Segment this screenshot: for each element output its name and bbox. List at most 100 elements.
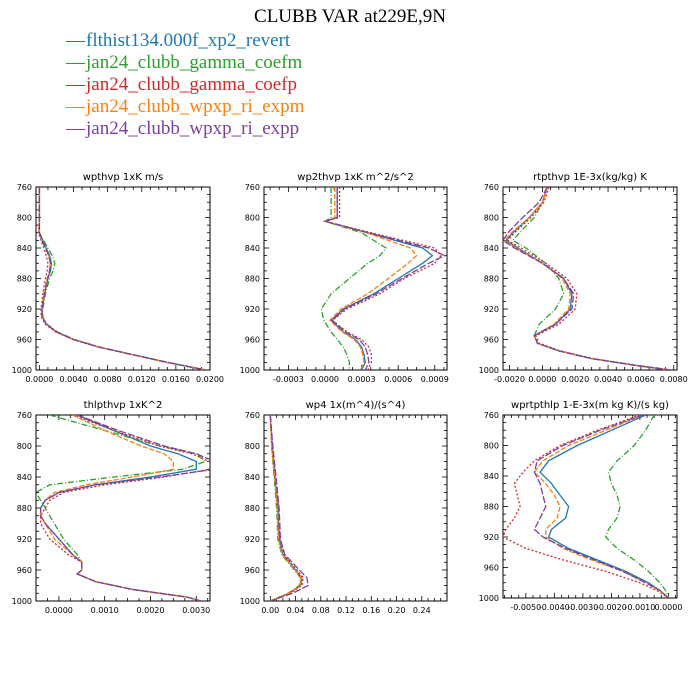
y-tick-label: 880 — [17, 504, 32, 513]
x-tick-label: -0.0050 — [510, 603, 541, 612]
series-line — [38, 187, 206, 370]
panel-title: wpthvp 1xK m/s — [83, 172, 164, 183]
series-line — [38, 187, 206, 370]
y-tick-label: 760 — [17, 411, 32, 420]
series-line — [269, 415, 302, 601]
x-tick-label: 0.0030 — [182, 606, 210, 615]
legend-entry: —jan24_clubb_gamma_coefp — [66, 74, 304, 96]
series-line — [39, 415, 201, 601]
y-tick-label: 920 — [245, 305, 260, 314]
panel-title: rtpthvp 1E-3x(kg/kg) K — [533, 172, 647, 183]
legend-label: jan24_clubb_wpxp_ri_expp — [86, 118, 300, 139]
y-tick-label: 920 — [17, 535, 32, 544]
plot-frame — [263, 414, 448, 602]
y-tick-label: 920 — [484, 533, 499, 542]
series-line — [539, 415, 669, 598]
chart-panel: wpthvp 1xK m/s76080084088092096010000.00… — [12, 172, 224, 384]
legend-entry: —flthist134.000f_xp2_revert — [66, 30, 304, 52]
series-line — [39, 415, 210, 601]
x-tick-label: 0.0040 — [60, 375, 88, 384]
y-tick-label: 960 — [245, 566, 260, 575]
x-tick-label: -0.0020 — [494, 375, 525, 384]
chart-panel: wp2thvp 1xK m^2/s^2 760 800 840 880 920 960 100… — [240, 172, 449, 384]
y-tick-label: 1000 — [12, 366, 32, 375]
x-tick-label: 0.0000 — [311, 375, 339, 384]
y-tick-label: 760 — [17, 183, 32, 192]
legend-swatch: — — [66, 118, 85, 139]
x-tick-label: 0.0160 — [162, 375, 190, 384]
y-tick-label: 960 — [17, 566, 32, 575]
y-tick-label: 960 — [484, 336, 499, 345]
x-tick-label: 0.0200 — [196, 375, 224, 384]
series-line — [505, 187, 671, 370]
legend-label: flthist134.000f_xp2_revert — [86, 30, 291, 51]
x-tick-label: 0.0020 — [561, 375, 589, 384]
y-tick-label: 840 — [17, 473, 32, 482]
y-tick-label: 960 — [245, 336, 260, 345]
series-line — [269, 415, 302, 601]
chart-panel: thlpthvp 1xK^2 760 800 840 880 920 960 1000 0.00… — [12, 400, 211, 615]
x-tick-label: 0.0040 — [594, 375, 622, 384]
x-tick-label: -0.0030 — [567, 603, 598, 612]
x-tick-label: -0.0040 — [539, 603, 570, 612]
x-tick-label: 0.0000 — [25, 375, 53, 384]
panel-title: wprtpthlp 1-E-3x(m kg K)/(s kg) — [511, 400, 669, 411]
series-line — [38, 187, 207, 370]
x-tick-label: 0.0000 — [45, 606, 73, 615]
series-line — [320, 187, 387, 370]
y-tick-label: 880 — [245, 504, 260, 513]
y-tick-label: 800 — [17, 442, 32, 451]
y-tick-label: 760 — [484, 411, 499, 420]
x-tick-label: 0.0080 — [94, 375, 122, 384]
series-line — [503, 187, 671, 370]
plot-frame — [35, 414, 211, 602]
y-tick-label: 1000 — [12, 597, 32, 606]
series-line — [36, 415, 207, 601]
y-tick-label: 760 — [245, 183, 260, 192]
x-tick-label: -0.0003 — [273, 375, 304, 384]
x-tick-label: 0.16 — [362, 606, 380, 615]
series-line — [503, 187, 671, 370]
y-tick-label: 760 — [245, 411, 260, 420]
series-line — [506, 187, 673, 370]
legend: —flthist134.000f_xp2_revert —jan24_clubb… — [66, 30, 304, 140]
y-tick-label: 800 — [484, 442, 499, 451]
y-tick-label: 800 — [245, 442, 260, 451]
y-tick-label: 800 — [17, 214, 32, 223]
y-tick-label: 840 — [17, 244, 32, 253]
y-tick-label: 840 — [484, 244, 499, 253]
y-tick-label: 840 — [245, 473, 260, 482]
x-tick-label: -0.0020 — [596, 603, 627, 612]
figure-title: CLUBB VAR at229E,9N — [254, 6, 446, 27]
y-tick-label: 1000 — [479, 366, 499, 375]
series-line — [322, 187, 418, 370]
series-line — [38, 187, 206, 370]
y-tick-label: 880 — [17, 275, 32, 284]
y-tick-label: 1000 — [240, 366, 260, 375]
panel-title: wp2thvp 1xK m^2/s^2 — [297, 172, 413, 183]
legend-swatch: — — [66, 96, 85, 117]
x-tick-label: 0.04 — [287, 606, 305, 615]
legend-label: jan24_clubb_gamma_coefp — [86, 74, 298, 95]
y-tick-label: 880 — [484, 503, 499, 512]
y-tick-label: 920 — [245, 535, 260, 544]
plot-frame — [502, 414, 678, 599]
x-tick-label: 0.20 — [388, 606, 406, 615]
x-tick-label: 0.0120 — [128, 375, 156, 384]
x-tick-label: 0.0009 — [421, 375, 449, 384]
plot-frame — [263, 186, 448, 371]
series-line — [39, 415, 201, 601]
series-line — [533, 415, 669, 598]
legend-entry: —jan24_clubb_wpxp_ri_expm — [66, 96, 304, 118]
x-tick-label: 0.0080 — [660, 375, 688, 384]
x-tick-label: 0.0000 — [654, 603, 682, 612]
chart-panel: rtpthvp 1E-3x(kg/kg) K 760 800 840 880 920 960… — [479, 172, 688, 384]
y-tick-label: 800 — [245, 214, 260, 223]
x-tick-label: 0.00 — [261, 606, 279, 615]
x-tick-label: 0.0020 — [136, 606, 164, 615]
x-tick-label: 0.12 — [337, 606, 355, 615]
chart-panel: wprtpthlp 1-E-3x(m kg K)/(s kg) 760 800 840… — [479, 400, 683, 612]
legend-label: jan24_clubb_gamma_coefm — [86, 52, 303, 73]
plot-frame — [502, 186, 678, 371]
